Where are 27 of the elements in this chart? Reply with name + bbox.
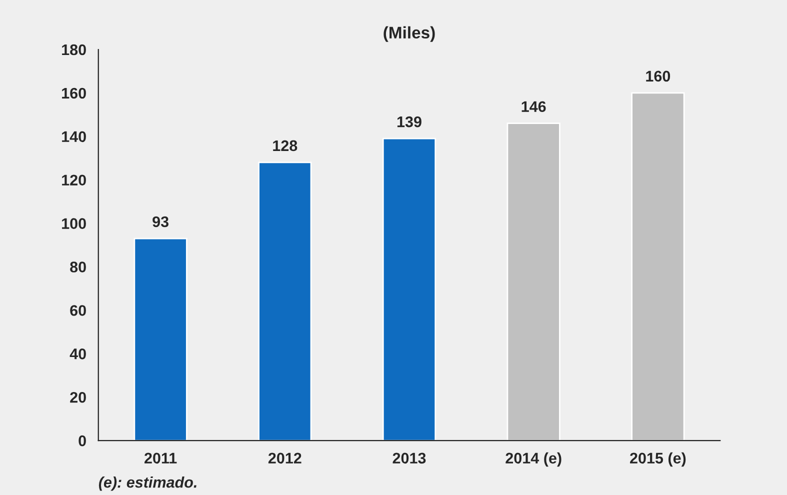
chart-title: (Miles) bbox=[384, 26, 435, 42]
data-label: 93 bbox=[152, 216, 168, 228]
y-tick-label: 0 bbox=[78, 435, 86, 446]
y-tick-label: 160 bbox=[62, 88, 86, 99]
x-tick-label: 2012 bbox=[268, 452, 302, 464]
y-tick-label: 180 bbox=[62, 44, 86, 56]
data-label: 139 bbox=[397, 116, 422, 128]
y-tick-label: 40 bbox=[70, 348, 86, 360]
y-tick-label: 120 bbox=[62, 174, 86, 186]
bar bbox=[382, 138, 436, 441]
bar bbox=[506, 122, 560, 441]
y-tick-label: 60 bbox=[70, 305, 86, 316]
x-tick-label: 2015 (e) bbox=[630, 452, 686, 467]
x-tick-label: 2013 bbox=[392, 452, 426, 464]
data-label: 128 bbox=[273, 140, 298, 152]
y-tick-label: 20 bbox=[70, 392, 86, 403]
x-tick-label: 2011 bbox=[144, 452, 177, 464]
y-tick-label: 80 bbox=[70, 262, 86, 272]
bar bbox=[134, 238, 188, 441]
text: (e): estimado. bbox=[98, 476, 196, 491]
bar bbox=[631, 92, 685, 441]
bar bbox=[258, 162, 312, 441]
x-tick-label: 2014 (e) bbox=[506, 452, 562, 467]
y-tick-label: 140 bbox=[62, 131, 86, 142]
data-label: 146 bbox=[522, 101, 546, 112]
data-label: 160 bbox=[646, 70, 670, 82]
y-tick-label: 100 bbox=[62, 218, 86, 229]
